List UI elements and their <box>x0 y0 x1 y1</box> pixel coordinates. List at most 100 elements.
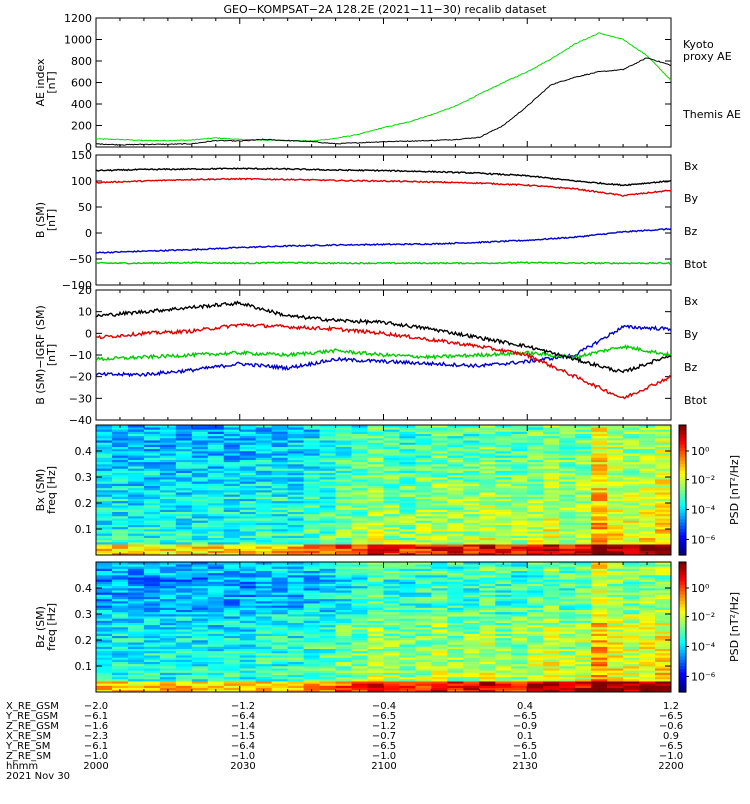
spectrogram-cell <box>575 685 592 688</box>
spectrogram-cell <box>623 614 640 617</box>
spectrogram-cell <box>639 663 656 667</box>
spectrogram-cell <box>575 622 592 626</box>
spectrogram-cell <box>463 429 480 432</box>
spectrogram-cell <box>367 670 384 673</box>
spectrogram-cell <box>207 509 225 512</box>
spectrogram-cell <box>255 496 272 499</box>
spectrogram-cell <box>207 546 225 549</box>
spectrogram-cell <box>447 433 464 437</box>
spectrogram-cell <box>575 603 592 606</box>
spectrogram-cell <box>239 603 257 606</box>
spectrogram-cell <box>447 539 464 543</box>
spectrogram-cell <box>463 550 480 554</box>
spectrogram-cell <box>207 470 225 473</box>
spectrogram-cell <box>367 468 384 471</box>
colorbar-cell <box>679 588 686 592</box>
spectrogram-cell <box>191 687 209 691</box>
spectrogram-cell <box>287 500 304 504</box>
spectrogram-cell <box>527 596 544 600</box>
spectrogram-cell <box>223 494 241 497</box>
spectrogram-cell <box>463 433 480 437</box>
spectrogram-cell <box>255 429 272 432</box>
spectrogram-cell <box>639 605 656 608</box>
spectrogram-cell <box>399 681 416 684</box>
spectrogram-cell <box>303 616 320 619</box>
spectrogram-cell <box>303 537 320 541</box>
spectrogram-cell <box>527 594 544 597</box>
spectrogram-cell <box>639 679 656 682</box>
spectrogram-cell <box>319 629 336 632</box>
spectrogram-cell <box>351 533 368 536</box>
spectrogram-cell <box>143 661 161 665</box>
spectrogram-cell <box>319 425 336 428</box>
spectrogram-cell <box>159 620 177 623</box>
spectrogram-cell <box>191 448 209 452</box>
spectrogram-cell <box>239 451 257 454</box>
spectrogram-cell <box>639 539 656 543</box>
spectrogram-cell <box>415 518 432 521</box>
spectrogram-cell <box>271 470 288 473</box>
spectrogram-cell <box>96 674 113 678</box>
spectrogram-cell <box>367 596 384 600</box>
spectrogram-cell <box>287 629 304 632</box>
spectrogram-cell <box>367 585 384 589</box>
spectrogram-cell <box>527 663 544 667</box>
spectrogram-cell <box>607 539 624 543</box>
spectrogram-cell <box>367 607 384 610</box>
spectrogram-cell <box>255 670 272 673</box>
footer-value: 0.4 <box>517 701 533 712</box>
spectrogram-cell <box>335 648 352 652</box>
spectrogram-cell <box>591 516 608 519</box>
spectrogram-cell <box>399 646 416 649</box>
spectrogram-cell <box>607 448 624 452</box>
spectrogram-cell <box>655 583 672 587</box>
spectrogram-cell <box>319 676 336 680</box>
spectrogram-cell <box>96 666 113 669</box>
spectrogram-cell <box>431 474 448 478</box>
spectrogram-cell <box>175 566 193 569</box>
bz_spec-panel-ytick-label: 0.2 <box>75 634 93 647</box>
spectrogram-cell <box>239 520 257 523</box>
spectrogram-cell <box>127 683 145 686</box>
spectrogram-cell <box>415 622 432 626</box>
spectrogram-cell <box>447 487 464 491</box>
spectrogram-cell <box>319 483 336 486</box>
spectrogram-cell <box>415 546 432 549</box>
spectrogram-cell <box>303 666 320 669</box>
spectrogram-cell <box>527 490 544 493</box>
spectrogram-cell <box>431 588 448 591</box>
spectrogram-cell <box>159 459 177 463</box>
spectrogram-cell <box>415 572 432 576</box>
spectrogram-cell <box>335 585 352 589</box>
spectrogram-cell <box>207 679 225 682</box>
spectrogram-cell <box>383 661 400 665</box>
spectrogram-cell <box>271 498 288 502</box>
spectrogram-cell <box>399 511 416 515</box>
spectrogram-cell <box>367 655 384 658</box>
spectrogram-cell <box>223 451 241 454</box>
spectrogram-cell <box>111 485 129 489</box>
footer-value: −1.2 <box>231 701 255 712</box>
spectrogram-cell <box>591 568 608 571</box>
spectrogram-cell <box>255 581 272 584</box>
spectrogram-cell <box>319 507 336 510</box>
spectrogram-cell <box>575 429 592 432</box>
spectrogram-cell <box>655 668 672 671</box>
spectrogram-cell <box>287 539 304 543</box>
spectrogram-cell <box>127 425 145 428</box>
spectrogram-cell <box>479 466 496 469</box>
spectrogram-cell <box>111 676 129 680</box>
spectrogram-cell <box>559 446 576 450</box>
spectrogram-cell <box>207 631 225 634</box>
spectrogram-cell <box>399 440 416 443</box>
colorbar-cell <box>679 506 686 511</box>
spectrogram-cell <box>351 596 368 600</box>
spectrogram-cell <box>287 466 304 469</box>
spectrogram-cell <box>303 477 320 480</box>
spectrogram-cell <box>559 663 576 667</box>
spectrogram-cell <box>463 457 480 460</box>
spectrogram-cell <box>607 440 624 443</box>
spectrogram-cell <box>96 637 113 641</box>
spectrogram-cell <box>623 440 640 443</box>
spectrogram-cell <box>335 457 352 460</box>
